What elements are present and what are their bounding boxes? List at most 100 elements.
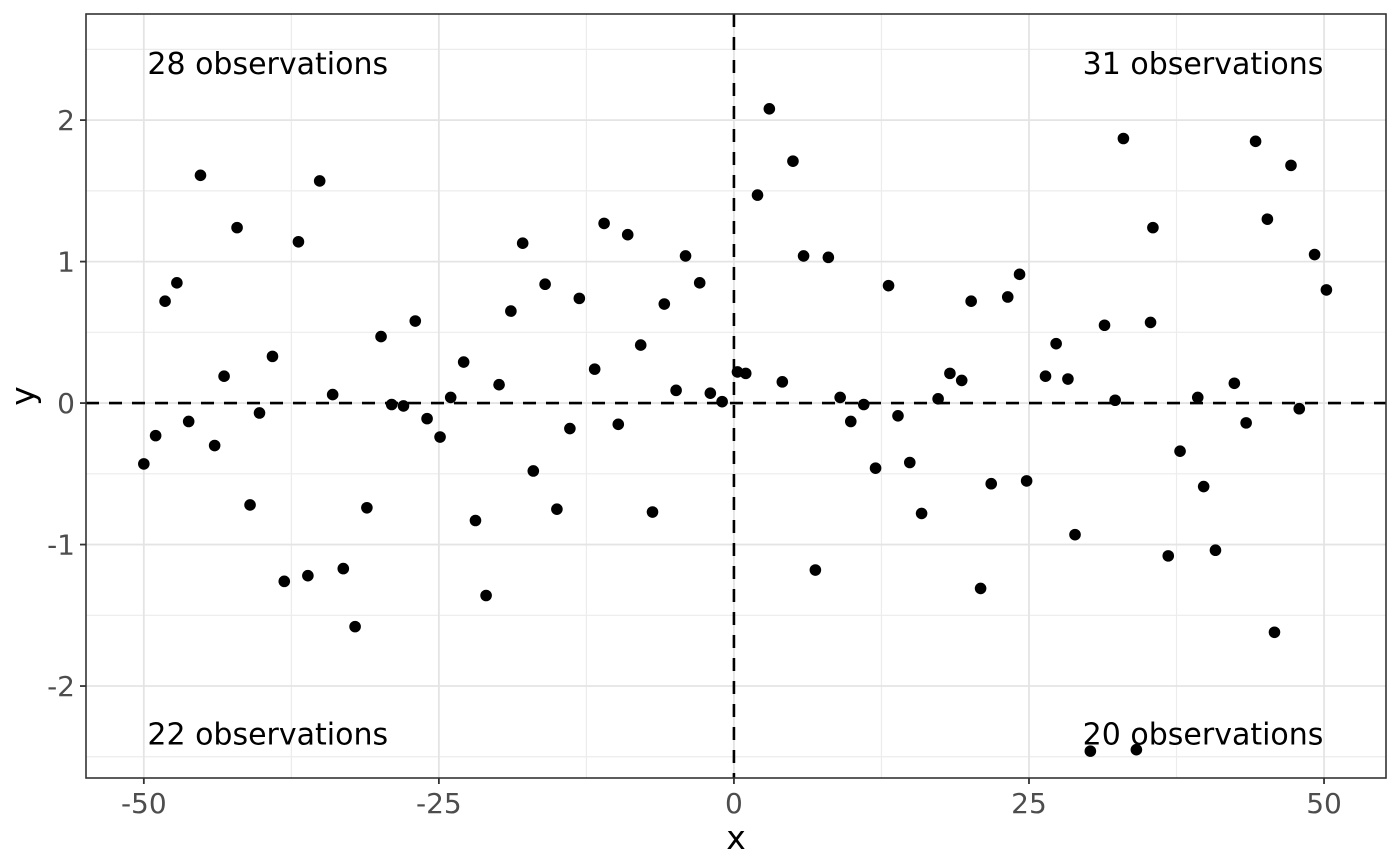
plot-panel (86, 14, 1386, 778)
y-axis-title: y (3, 386, 42, 406)
x-axis-tick-label: 25 (1011, 787, 1047, 820)
data-point (1268, 626, 1281, 639)
data-point (564, 422, 576, 435)
data-point (1130, 743, 1143, 756)
data-point (1308, 248, 1321, 261)
data-point (1050, 337, 1062, 350)
data-point (527, 465, 540, 477)
data-point (159, 295, 171, 308)
data-point (1020, 475, 1033, 487)
quadrant-annotation: 28 observations (147, 47, 388, 82)
data-point (1191, 391, 1204, 404)
quadrant-annotation: 20 observations (1083, 718, 1324, 753)
data-point (385, 398, 398, 411)
data-point (822, 251, 835, 264)
data-point (1174, 445, 1186, 457)
data-point (834, 391, 846, 404)
data-point (1320, 284, 1333, 296)
data-point (1209, 544, 1222, 557)
data-point (1162, 550, 1175, 562)
data-point (776, 376, 789, 388)
data-point (551, 503, 563, 515)
data-point (337, 562, 350, 575)
data-point (1084, 745, 1097, 757)
data-point (797, 250, 810, 262)
data-point (493, 378, 505, 391)
data-point (266, 350, 279, 363)
data-point (361, 501, 373, 514)
data-point (1117, 132, 1130, 145)
data-point (1249, 135, 1262, 148)
data-point (1013, 268, 1026, 281)
data-point (457, 356, 470, 368)
x-axis-tick-label: -50 (121, 787, 167, 820)
data-point (965, 295, 977, 308)
data-point (434, 431, 446, 443)
y-axis-tick-label: -1 (47, 529, 75, 562)
data-point (985, 477, 998, 490)
quadrant-annotation: 22 observations (147, 718, 388, 753)
y-axis-tick-label: 1 (57, 246, 75, 279)
data-point (397, 400, 410, 412)
data-point (409, 315, 422, 327)
data-point (658, 298, 671, 310)
data-point (171, 277, 183, 289)
data-point (1285, 159, 1297, 172)
data-point (892, 410, 904, 422)
data-point (809, 564, 822, 576)
data-point (231, 221, 243, 234)
data-point (704, 387, 717, 399)
data-point (326, 388, 339, 401)
data-point (693, 277, 706, 289)
data-point (1069, 528, 1081, 541)
data-point (1062, 373, 1074, 385)
data-point (194, 169, 207, 182)
data-point (375, 330, 387, 343)
data-point (857, 398, 870, 411)
data-point (244, 499, 256, 511)
data-point (588, 363, 601, 375)
data-point (1001, 291, 1014, 303)
data-point (1293, 402, 1306, 415)
y-axis-tick-label: 0 (57, 387, 75, 420)
data-point (444, 391, 457, 404)
data-point (1147, 221, 1159, 234)
data-point (1109, 394, 1121, 407)
data-point (621, 228, 634, 241)
data-point (1197, 480, 1210, 493)
data-point (716, 395, 728, 408)
data-point (149, 429, 162, 442)
data-point (1261, 213, 1274, 225)
data-point (1240, 417, 1252, 429)
data-point (208, 439, 221, 452)
panel-border (85, 13, 1387, 779)
data-point (539, 278, 551, 291)
x-axis-tick-label: 50 (1306, 787, 1342, 820)
y-axis-tick-label: 2 (57, 104, 75, 137)
data-point (763, 102, 776, 115)
data-point (292, 235, 305, 248)
data-point (1144, 316, 1157, 329)
data-point (739, 367, 752, 380)
data-point (253, 407, 266, 419)
data-point (505, 305, 517, 317)
data-point (480, 589, 492, 602)
data-point (469, 514, 482, 527)
data-point (955, 374, 968, 387)
data-point (278, 575, 291, 588)
data-point (138, 458, 150, 470)
data-point (915, 507, 928, 520)
data-point (634, 339, 647, 351)
data-point (787, 155, 799, 167)
data-point (182, 415, 195, 428)
data-point (516, 237, 529, 249)
x-axis-tick-label: -25 (416, 787, 462, 820)
data-point (844, 415, 857, 428)
x-axis-title: x (726, 818, 746, 857)
data-point (349, 620, 361, 633)
data-point (421, 412, 433, 425)
data-point (1039, 370, 1052, 382)
data-point (903, 456, 916, 469)
